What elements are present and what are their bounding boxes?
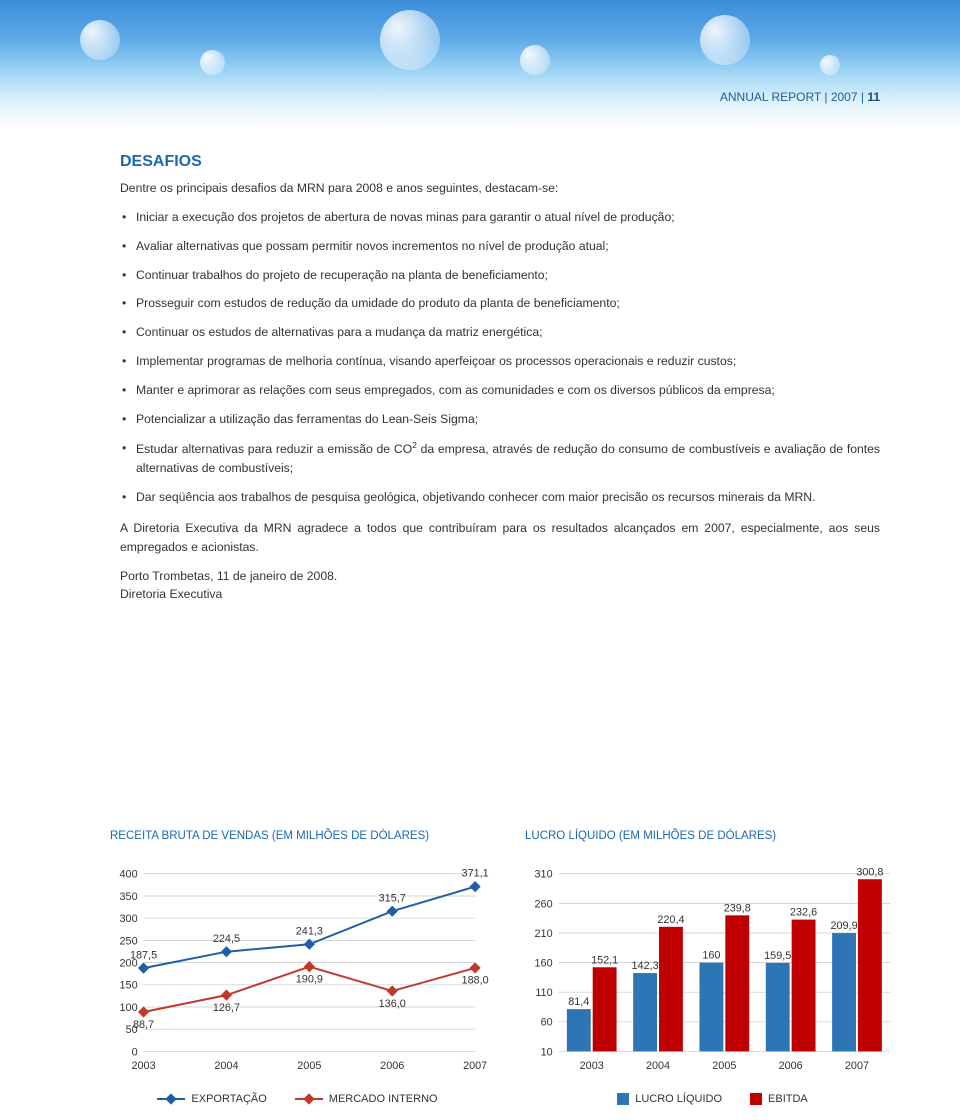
svg-text:350: 350 — [120, 891, 138, 903]
list-item: Dar seqüência aos trabalhos de pesquisa … — [120, 488, 880, 507]
list-item: Implementar programas de melhoria contín… — [120, 352, 880, 371]
svg-text:209,9: 209,9 — [830, 920, 857, 932]
page-header: ANNUAL REPORT | 2007 | 11 — [720, 90, 880, 104]
svg-text:159,5: 159,5 — [764, 950, 791, 962]
legend-mercado: MERCADO INTERNO — [295, 1093, 438, 1105]
svg-text:136,0: 136,0 — [379, 998, 406, 1010]
svg-text:126,7: 126,7 — [213, 1002, 240, 1014]
svg-text:160: 160 — [702, 950, 720, 962]
svg-text:260: 260 — [535, 898, 553, 910]
list-item: Estudar alternativas para reduzir a emis… — [120, 439, 880, 478]
list-item: Continuar os estudos de alternativas par… — [120, 323, 880, 342]
list-item: Manter e aprimorar as relações com seus … — [120, 381, 880, 400]
svg-text:224,5: 224,5 — [213, 933, 240, 945]
svg-text:160: 160 — [535, 958, 553, 970]
svg-text:100: 100 — [120, 1002, 138, 1014]
svg-text:400: 400 — [120, 869, 138, 881]
body-content: DESAFIOS Dentre os principais desafios d… — [0, 130, 960, 614]
svg-text:81,4: 81,4 — [568, 996, 589, 1008]
list-item: Avaliar alternativas que possam permitir… — [120, 237, 880, 256]
list-item: Iniciar a execução dos projetos de abert… — [120, 208, 880, 227]
svg-text:2005: 2005 — [297, 1060, 321, 1072]
svg-text:88,7: 88,7 — [133, 1019, 154, 1031]
legend-ebitda: EBITDA — [750, 1093, 808, 1105]
list-item: Continuar trabalhos do projeto de recupe… — [120, 266, 880, 285]
svg-text:250: 250 — [120, 935, 138, 947]
chart-revenue-title: RECEITA BRUTA DE VENDAS (EM MILHÕES DE D… — [110, 830, 485, 842]
svg-text:2007: 2007 — [463, 1060, 487, 1072]
charts-row: RECEITA BRUTA DE VENDAS (EM MILHÕES DE D… — [0, 830, 960, 1120]
header-year: 2007 — [831, 90, 858, 104]
svg-text:110: 110 — [535, 987, 552, 999]
signoff-line-1: Porto Trombetas, 11 de janeiro de 2008. — [120, 567, 880, 586]
svg-text:188,0: 188,0 — [462, 975, 489, 987]
list-item: Prosseguir com estudos de redução da umi… — [120, 294, 880, 313]
svg-text:371,1: 371,1 — [462, 868, 489, 880]
chart-revenue-svg: 0501001502002503003504002003200420052006… — [110, 852, 485, 1087]
chart-revenue: RECEITA BRUTA DE VENDAS (EM MILHÕES DE D… — [110, 830, 485, 1105]
chart-profit-svg: 10 60 110 160 210 260 310 2003 81,4 152,1 2004 142,… — [525, 852, 900, 1087]
closing-paragraph: A Diretoria Executiva da MRN agradece a … — [120, 519, 880, 557]
svg-text:187,5: 187,5 — [130, 949, 157, 961]
svg-text:142,3: 142,3 — [632, 960, 659, 972]
svg-text:2004: 2004 — [214, 1060, 238, 1072]
svg-text:2003: 2003 — [131, 1060, 155, 1072]
chart-profit-legend: LUCRO LÍQUIDO EBITDA — [525, 1093, 900, 1105]
svg-text:2007: 2007 — [845, 1060, 869, 1072]
svg-text:310: 310 — [535, 869, 553, 881]
svg-text:300,8: 300,8 — [856, 866, 883, 878]
svg-text:241,3: 241,3 — [296, 925, 323, 937]
svg-text:232,6: 232,6 — [790, 907, 817, 919]
svg-text:2003: 2003 — [580, 1060, 604, 1072]
svg-text:152,1: 152,1 — [591, 954, 618, 966]
header-prefix: ANNUAL REPORT — [720, 90, 821, 104]
list-item: Potencializar a utilização das ferrament… — [120, 410, 880, 429]
svg-text:239,8: 239,8 — [724, 902, 751, 914]
svg-text:150: 150 — [120, 980, 138, 992]
chart-profit: LUCRO LÍQUIDO (EM MILHÕES DE DÓLARES) 10… — [525, 830, 900, 1105]
svg-text:220,4: 220,4 — [657, 914, 684, 926]
svg-text:2004: 2004 — [646, 1060, 670, 1072]
intro-text: Dentre os principais desafios da MRN par… — [120, 179, 880, 198]
legend-exportacao: EXPORTAÇÃO — [157, 1093, 266, 1105]
svg-text:60: 60 — [541, 1017, 553, 1029]
svg-text:300: 300 — [120, 913, 138, 925]
svg-text:210: 210 — [535, 928, 553, 940]
hero-water-image — [0, 0, 960, 130]
svg-text:190,9: 190,9 — [296, 973, 323, 985]
header-page: 11 — [867, 90, 880, 104]
section-title: DESAFIOS — [120, 150, 880, 175]
svg-text:2005: 2005 — [712, 1060, 736, 1072]
svg-text:10: 10 — [541, 1046, 553, 1058]
svg-text:2006: 2006 — [779, 1060, 803, 1072]
svg-text:315,7: 315,7 — [379, 892, 406, 904]
bullet-list: Iniciar a execução dos projetos de abert… — [120, 208, 880, 507]
chart-revenue-legend: EXPORTAÇÃO MERCADO INTERNO — [110, 1093, 485, 1105]
signoff-line-2: Diretoria Executiva — [120, 585, 880, 604]
chart-profit-title: LUCRO LÍQUIDO (EM MILHÕES DE DÓLARES) — [525, 830, 900, 842]
svg-text:0: 0 — [132, 1046, 138, 1058]
legend-lucro: LUCRO LÍQUIDO — [617, 1093, 722, 1105]
svg-text:2006: 2006 — [380, 1060, 404, 1072]
